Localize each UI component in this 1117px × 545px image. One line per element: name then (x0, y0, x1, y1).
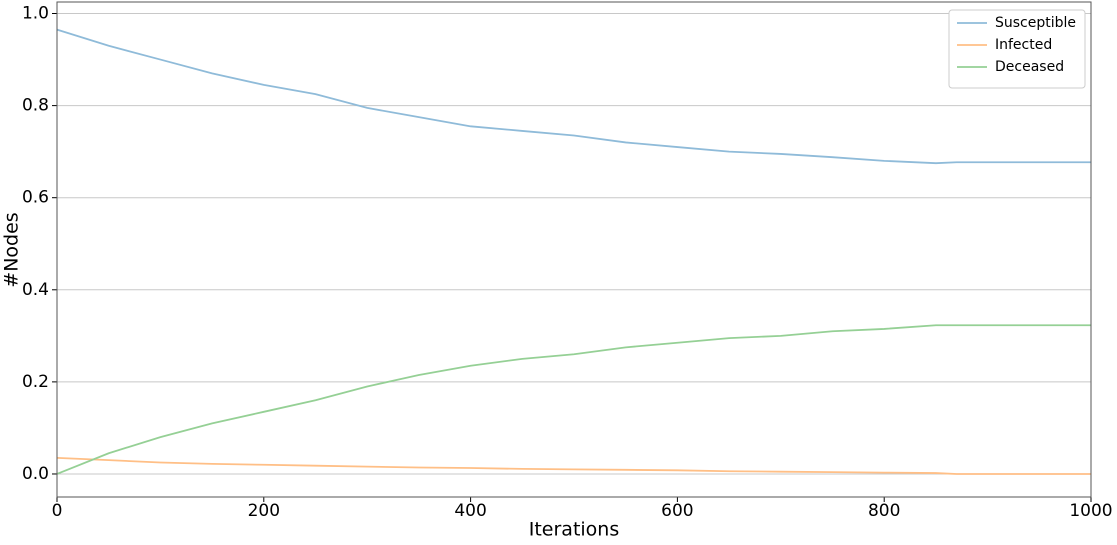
y-tick-label: 0.0 (22, 464, 49, 484)
legend-box (948, 9, 1086, 89)
y-axis-label: #Nodes (1, 212, 23, 287)
x-tick-label: 200 (248, 501, 280, 521)
x-tick-label: 1000 (1069, 501, 1112, 521)
series-line (56, 28, 1091, 165)
series-line (56, 456, 1091, 475)
y-tick-label: 0.8 (22, 96, 49, 116)
y-tick-label: 0.4 (22, 280, 49, 300)
legend-label: Susceptible (995, 15, 1076, 31)
legend-label: Deceased (995, 59, 1064, 75)
y-tick-label: 0.6 (22, 188, 49, 208)
x-tick-label: 600 (661, 501, 693, 521)
y-tick-label: 0.2 (22, 372, 49, 392)
x-tick-label: 0 (52, 501, 63, 521)
x-tick-label: 400 (454, 501, 486, 521)
x-axis-label: Iterations (529, 519, 620, 541)
plot-frame (56, 1, 1092, 498)
y-tick-label: 1.0 (22, 4, 49, 24)
legend-label: Infected (995, 37, 1052, 53)
series-line (56, 324, 1091, 475)
x-tick-label: 800 (868, 501, 900, 521)
